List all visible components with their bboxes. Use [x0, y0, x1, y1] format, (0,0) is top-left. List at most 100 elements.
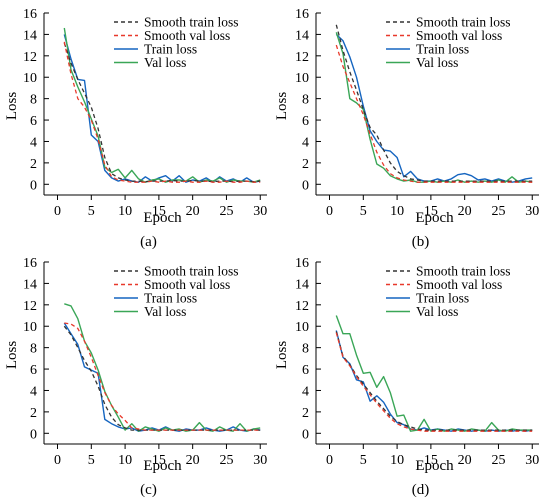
- x-tick-label: 20: [186, 453, 200, 468]
- series-line-smooth-train-loss: [335, 24, 533, 182]
- y-tick-label: 16: [295, 7, 309, 22]
- x-tick-label: 0: [326, 453, 333, 468]
- y-tick-label: 0: [30, 178, 37, 193]
- series-line-smooth-val-loss: [63, 41, 261, 183]
- y-tick-label: 16: [295, 256, 309, 271]
- chart-panel-2: 0 5 10 15 20 25 30 0 2 4 6 8 10 12 14 16 Epoch Loss (c) Smo…: [4, 256, 267, 498]
- legend-label: Train loss: [144, 42, 197, 57]
- y-tick-label: 4: [302, 135, 309, 150]
- x-tick-label: 15: [424, 453, 438, 468]
- y-tick-label: 14: [295, 28, 309, 43]
- y-tick-label: 12: [295, 299, 309, 314]
- x-tick-label: 20: [186, 204, 200, 219]
- y-tick-label: 6: [30, 114, 37, 129]
- y-tick-label: 2: [302, 406, 309, 421]
- legend-label: Train loss: [416, 42, 469, 57]
- y-tick-label: 0: [30, 427, 37, 442]
- y-tick-label: 12: [23, 299, 37, 314]
- series-line-train-loss: [335, 33, 533, 183]
- series-line-smooth-train-loss: [335, 331, 533, 431]
- series-line-smooth-val-loss: [64, 322, 261, 431]
- legend-label: Smooth train loss: [416, 264, 511, 279]
- x-axis-title: Epoch: [415, 210, 454, 226]
- x-tick-label: 30: [253, 204, 267, 219]
- x-tick-label: 0: [54, 453, 61, 468]
- legend-label: Smooth train loss: [416, 15, 511, 30]
- legend-label: Smooth val loss: [144, 28, 230, 43]
- chart-panel-3: 0 5 10 15 20 25 30 0 2 4 6 8 10 12 14 16 Epoch Loss (d) Smo…: [274, 256, 539, 498]
- y-tick-label: 6: [30, 363, 37, 378]
- x-tick-label: 5: [360, 453, 367, 468]
- y-tick-label: 10: [23, 320, 37, 335]
- legend-label: Smooth train loss: [144, 264, 239, 279]
- y-tick-label: 2: [30, 157, 37, 172]
- panel-caption: (b): [412, 234, 430, 250]
- x-axis-title: Epoch: [143, 458, 182, 474]
- x-tick-label: 15: [152, 453, 166, 468]
- x-tick-label: 20: [458, 204, 472, 219]
- x-tick-label: 10: [390, 453, 404, 468]
- y-axis-title: Loss: [4, 341, 20, 370]
- x-tick-label: 30: [253, 453, 267, 468]
- x-tick-label: 25: [491, 453, 505, 468]
- legend-label: Val loss: [416, 304, 458, 319]
- y-tick-label: 6: [302, 363, 309, 378]
- x-tick-label: 15: [152, 204, 166, 219]
- x-tick-label: 5: [88, 204, 95, 219]
- series-line-smooth-train-loss: [63, 325, 261, 431]
- y-tick-label: 14: [23, 28, 37, 43]
- legend-label: Smooth train loss: [144, 15, 239, 30]
- y-axis-title: Loss: [274, 92, 290, 121]
- y-tick-label: 4: [30, 384, 37, 399]
- y-tick-label: 0: [302, 427, 309, 442]
- y-axis-title: Loss: [4, 92, 20, 121]
- x-tick-label: 0: [54, 204, 61, 219]
- y-axis-title: Loss: [274, 341, 290, 370]
- legend-label: Train loss: [416, 291, 469, 306]
- y-tick-label: 8: [30, 93, 37, 108]
- legend-label: Val loss: [144, 304, 186, 319]
- legend-label: Val loss: [144, 55, 186, 70]
- chart-panel-0: 0 5 10 15 20 25 30 0 2 4 6 8 10 12 14 16 Epoch Loss (a) Smo…: [4, 7, 267, 250]
- y-tick-label: 10: [23, 71, 37, 86]
- x-tick-label: 5: [88, 453, 95, 468]
- y-tick-label: 4: [302, 384, 309, 399]
- y-tick-label: 14: [295, 277, 309, 292]
- y-tick-label: 4: [30, 135, 37, 150]
- y-tick-label: 2: [302, 157, 309, 172]
- x-tick-label: 25: [219, 204, 233, 219]
- y-tick-label: 14: [23, 277, 37, 292]
- y-tick-label: 12: [23, 50, 37, 65]
- legend-label: Val loss: [416, 55, 458, 70]
- chart-panel-1: 0 5 10 15 20 25 30 0 2 4 6 8 10 12 14 16 Epoch Loss (b) Smo…: [274, 7, 539, 250]
- y-tick-label: 16: [23, 256, 37, 271]
- y-tick-label: 0: [302, 178, 309, 193]
- x-tick-label: 10: [118, 453, 132, 468]
- legend-label: Smooth val loss: [144, 277, 230, 292]
- y-tick-label: 10: [295, 320, 309, 335]
- series-line-smooth-val-loss: [335, 332, 533, 432]
- legend-label: Smooth val loss: [416, 277, 502, 292]
- y-tick-label: 8: [302, 93, 309, 108]
- panel-caption: (a): [140, 234, 157, 250]
- y-tick-label: 16: [23, 7, 37, 22]
- y-tick-label: 8: [30, 342, 37, 357]
- x-tick-label: 0: [326, 204, 333, 219]
- series-line-smooth-val-loss: [335, 44, 533, 183]
- legend-label: Smooth val loss: [416, 28, 502, 43]
- y-tick-label: 6: [302, 114, 309, 129]
- legend-label: Train loss: [144, 291, 197, 306]
- x-tick-label: 25: [219, 453, 233, 468]
- x-tick-label: 20: [458, 453, 472, 468]
- x-axis-title: Epoch: [415, 458, 454, 474]
- panel-caption: (c): [140, 482, 157, 498]
- x-tick-label: 10: [118, 204, 132, 219]
- series-line-val-loss: [64, 303, 261, 432]
- x-axis-title: Epoch: [143, 210, 182, 226]
- x-tick-label: 30: [525, 204, 539, 219]
- x-tick-label: 25: [491, 204, 505, 219]
- panel-caption: (d): [412, 482, 430, 498]
- x-tick-label: 10: [390, 204, 404, 219]
- series-line-val-loss: [335, 315, 533, 432]
